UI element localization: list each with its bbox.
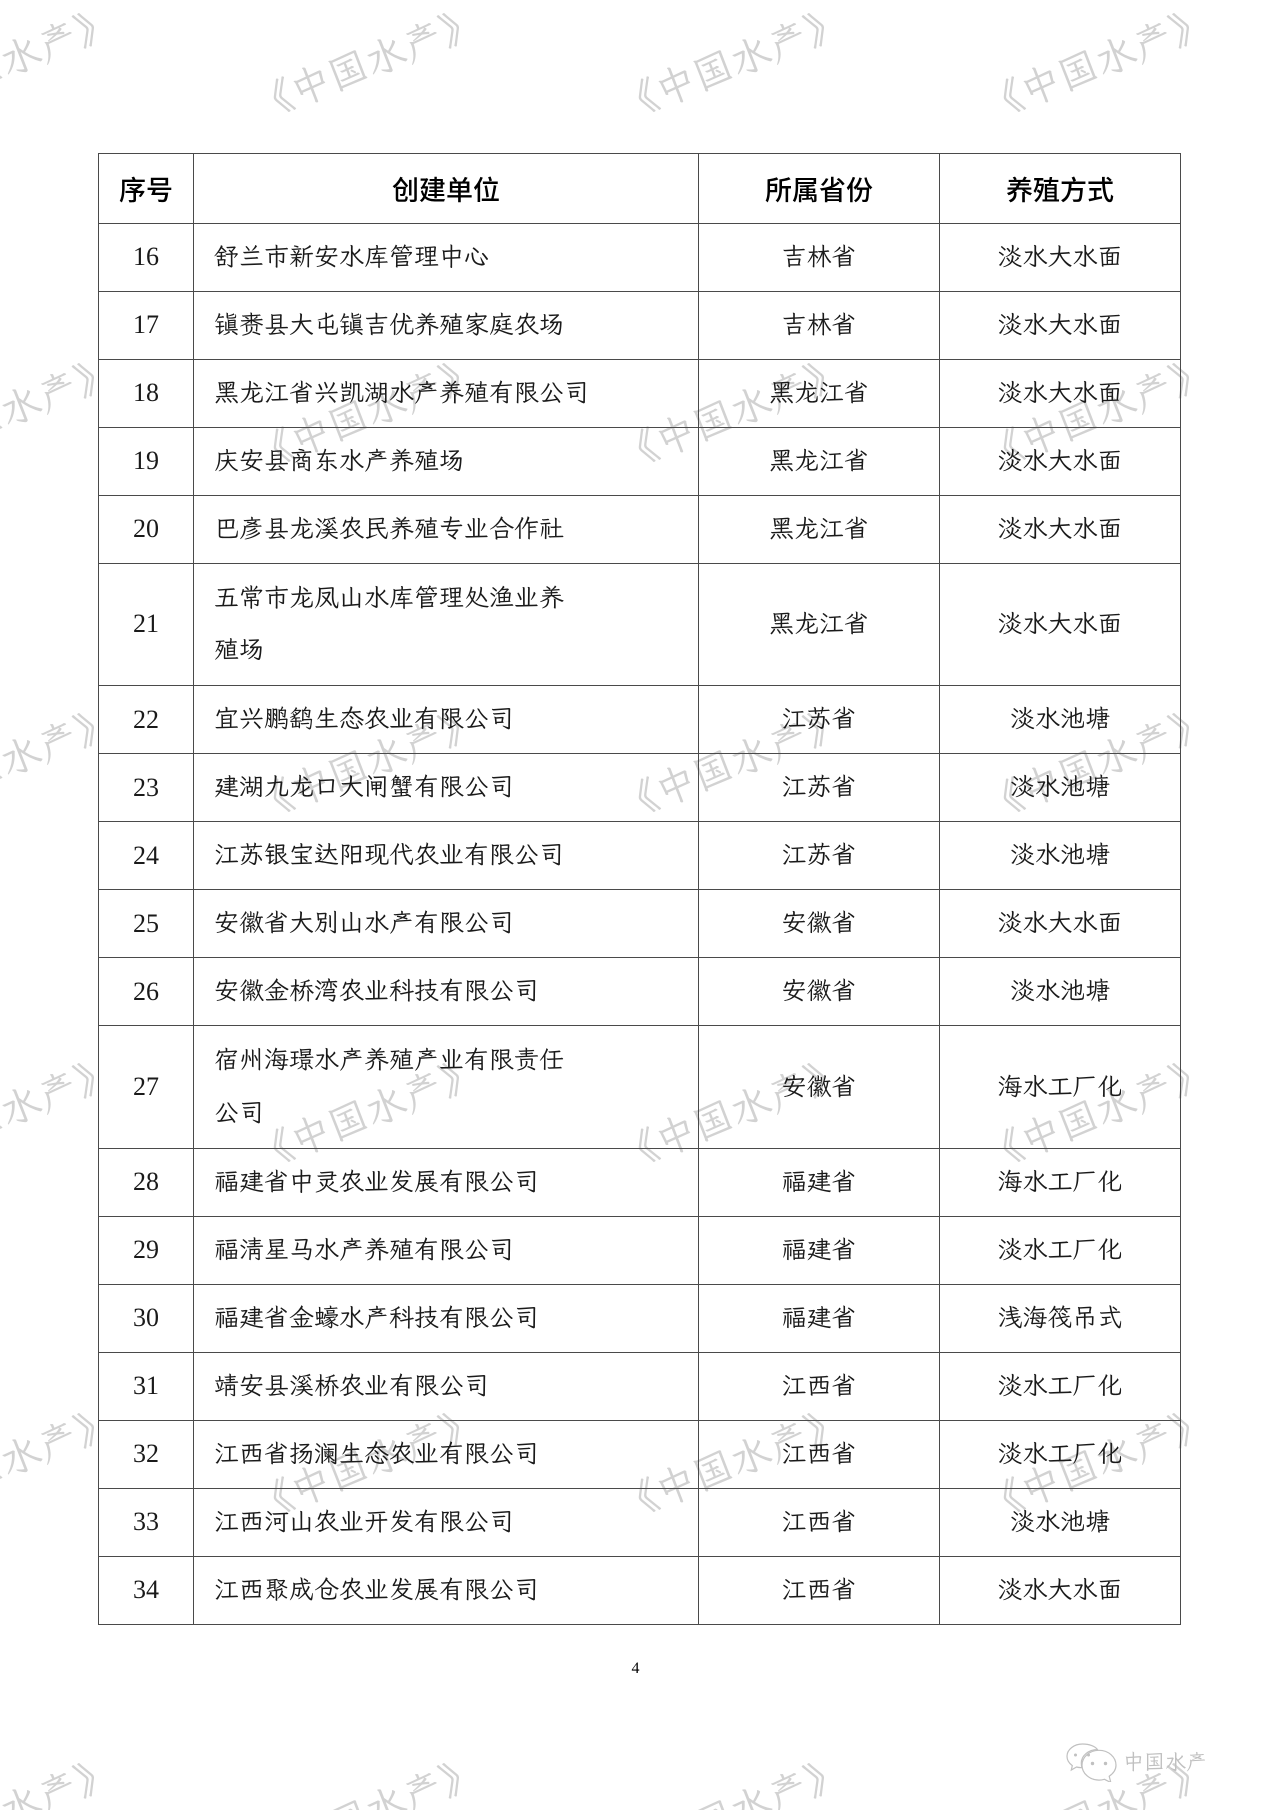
svg-text:中国水产: 中国水产: [1123, 1747, 1207, 1775]
